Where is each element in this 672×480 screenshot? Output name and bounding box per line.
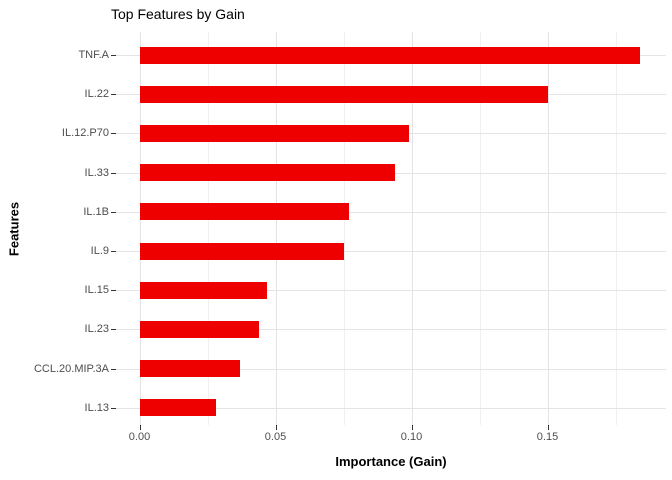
bar xyxy=(139,164,396,182)
gridline-major-horizontal xyxy=(116,407,666,409)
y-tick-mark xyxy=(111,251,116,252)
gridline-minor-vertical xyxy=(343,32,345,425)
bar xyxy=(139,281,268,299)
y-tick-label: IL.12.P70 xyxy=(61,127,109,140)
x-tick-label: 0.05 xyxy=(264,431,287,443)
bar xyxy=(139,242,344,260)
y-tick-mark xyxy=(111,133,116,135)
bar xyxy=(139,320,260,338)
gridline-minor-vertical xyxy=(207,32,209,425)
x-tick-mark xyxy=(139,425,141,430)
y-tick-label: IL.15 xyxy=(84,284,109,297)
y-tick-mark xyxy=(111,290,116,292)
bar xyxy=(139,399,216,417)
bar xyxy=(139,360,241,378)
y-tick-mark xyxy=(111,329,116,331)
y-tick-label: CCL.20.MIP.3A xyxy=(33,362,109,375)
y-tick-mark xyxy=(111,368,116,370)
y-tick-label: IL.33 xyxy=(84,166,109,179)
chart-title: Top Features by Gain xyxy=(111,6,245,22)
y-tick-label: IL.9 xyxy=(90,245,109,257)
bar xyxy=(139,124,409,142)
gridline-major-vertical xyxy=(411,32,413,425)
gridline-major-horizontal xyxy=(116,329,666,331)
bar xyxy=(139,85,548,103)
x-tick-mark xyxy=(411,425,413,430)
gridline-major-vertical xyxy=(139,32,141,425)
gridline-major-vertical xyxy=(547,32,549,425)
x-tick-mark xyxy=(275,425,277,430)
y-tick-label: TNF.A xyxy=(78,49,109,61)
x-tick-label: 0.10 xyxy=(400,431,423,443)
x-axis-title: Importance (Gain) xyxy=(335,454,447,469)
gridline-major-horizontal xyxy=(116,368,666,370)
x-tick-label: 0.15 xyxy=(536,431,559,443)
plot-panel xyxy=(116,32,666,425)
x-tick-label: 0.00 xyxy=(128,431,151,443)
gridline-major-horizontal xyxy=(116,211,666,213)
y-tick-label: IL.23 xyxy=(84,323,109,336)
y-tick-label: IL.13 xyxy=(84,401,109,414)
y-tick-mark xyxy=(111,55,116,56)
y-tick-mark xyxy=(111,407,116,409)
y-tick-mark xyxy=(111,94,116,96)
gridline-minor-vertical xyxy=(615,32,617,425)
bar xyxy=(139,46,640,64)
y-tick-mark xyxy=(111,211,116,213)
y-tick-label: IL.1B xyxy=(83,205,109,218)
y-tick-mark xyxy=(111,172,116,174)
gridline-major-horizontal xyxy=(116,251,666,252)
y-tick-label: IL.22 xyxy=(84,88,109,101)
bar xyxy=(139,203,349,221)
gridline-minor-vertical xyxy=(479,32,481,425)
x-tick-mark xyxy=(547,425,549,430)
gridline-major-horizontal xyxy=(116,290,666,292)
gridline-major-vertical xyxy=(275,32,277,425)
